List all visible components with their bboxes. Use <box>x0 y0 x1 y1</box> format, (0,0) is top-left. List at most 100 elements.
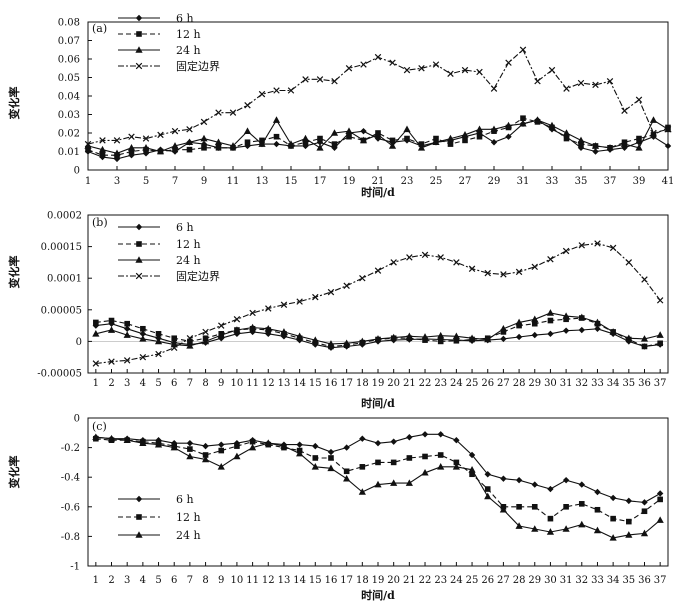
x-tick-label: 13 <box>278 378 291 389</box>
data-point <box>578 242 586 249</box>
y-tick-label: 0.05 <box>58 73 80 84</box>
x-tick-label: 23 <box>434 378 447 389</box>
y-tick-label: 0.03 <box>58 110 80 121</box>
data-point <box>547 515 554 522</box>
data-point <box>142 135 150 142</box>
data-point <box>650 132 657 138</box>
data-point <box>296 449 304 457</box>
data-point <box>296 441 303 448</box>
x-tick-label: 15 <box>309 575 322 586</box>
data-point <box>186 126 193 133</box>
data-point <box>641 276 648 283</box>
x-tick-label: 10 <box>231 378 244 389</box>
x-tick-label: 23 <box>401 176 414 187</box>
data-point <box>452 463 460 470</box>
data-point <box>217 331 225 338</box>
data-point <box>476 133 483 140</box>
x-tick-label: 12 <box>262 378 275 389</box>
data-point <box>664 142 672 150</box>
data-point <box>170 344 178 351</box>
x-tick-label: 1 <box>85 176 91 187</box>
x-tick-label: 24 <box>450 378 463 389</box>
data-point <box>234 443 240 449</box>
y-tick-label: 0 <box>74 414 80 425</box>
data-point <box>593 318 602 326</box>
data-point <box>108 358 115 365</box>
x-tick-label: 29 <box>488 176 501 187</box>
data-point <box>562 525 570 532</box>
data-point <box>468 451 476 459</box>
data-point <box>405 332 413 340</box>
legend-label: 24 h <box>176 254 201 267</box>
y-tick-label: 0.08 <box>58 18 80 29</box>
data-point <box>547 330 554 338</box>
data-point <box>186 439 194 447</box>
data-point <box>490 125 498 133</box>
data-point <box>499 505 508 513</box>
y-tick-label: 0.0001 <box>47 274 82 285</box>
data-point <box>186 146 193 153</box>
y-tick-label: 0 <box>76 337 82 348</box>
data-point <box>437 463 445 470</box>
data-point <box>594 506 601 513</box>
x-tick-label: 18 <box>356 575 369 586</box>
data-point <box>606 77 614 85</box>
x-axis-label: 时间/d <box>361 396 395 410</box>
x-tick-label: 23 <box>434 575 447 586</box>
data-point <box>139 439 147 446</box>
series-2 <box>92 309 664 349</box>
data-point <box>390 333 398 341</box>
x-tick-label: 31 <box>517 176 530 187</box>
data-point <box>594 325 601 332</box>
data-point <box>656 297 664 304</box>
data-point <box>606 144 614 151</box>
data-point <box>578 501 585 507</box>
data-point <box>201 337 210 345</box>
data-point <box>157 131 164 139</box>
data-point <box>547 485 554 493</box>
y-tick-label: -0.00005 <box>37 369 82 380</box>
data-point <box>641 343 648 350</box>
legend-label: 固定边界 <box>176 59 220 73</box>
data-point <box>447 70 454 78</box>
data-point <box>468 265 476 272</box>
data-point <box>171 127 179 135</box>
data-point <box>113 137 121 144</box>
data-point <box>249 309 256 317</box>
data-point <box>186 335 194 342</box>
data-point <box>390 259 397 266</box>
data-point <box>499 324 508 332</box>
data-point <box>500 271 507 278</box>
panel-label: (a) <box>92 22 107 35</box>
data-point <box>636 135 642 142</box>
legend-entry: 12 h <box>118 511 201 524</box>
data-point <box>620 140 629 147</box>
data-point <box>531 525 539 532</box>
data-point <box>453 459 460 466</box>
data-point <box>484 335 492 343</box>
data-point <box>287 87 295 94</box>
data-point <box>533 116 542 123</box>
series-2 <box>92 433 664 541</box>
data-point <box>609 534 617 541</box>
data-point <box>500 335 507 343</box>
data-point <box>546 528 555 535</box>
data-point <box>273 133 280 140</box>
x-tick-label: 14 <box>293 575 306 586</box>
data-point <box>403 66 411 74</box>
data-point <box>139 330 147 338</box>
data-point <box>218 322 225 329</box>
data-point <box>625 497 633 505</box>
data-point <box>531 320 538 327</box>
data-point <box>577 136 585 144</box>
data-point <box>374 480 382 488</box>
data-point <box>92 360 100 367</box>
data-point <box>469 471 475 478</box>
x-tick-label: 21 <box>403 378 416 389</box>
y-tick-label: 0.00005 <box>41 305 82 316</box>
data-point <box>201 145 207 151</box>
series-line <box>87 48 669 145</box>
x-tick-label: 33 <box>591 575 604 586</box>
data-point <box>264 324 272 332</box>
